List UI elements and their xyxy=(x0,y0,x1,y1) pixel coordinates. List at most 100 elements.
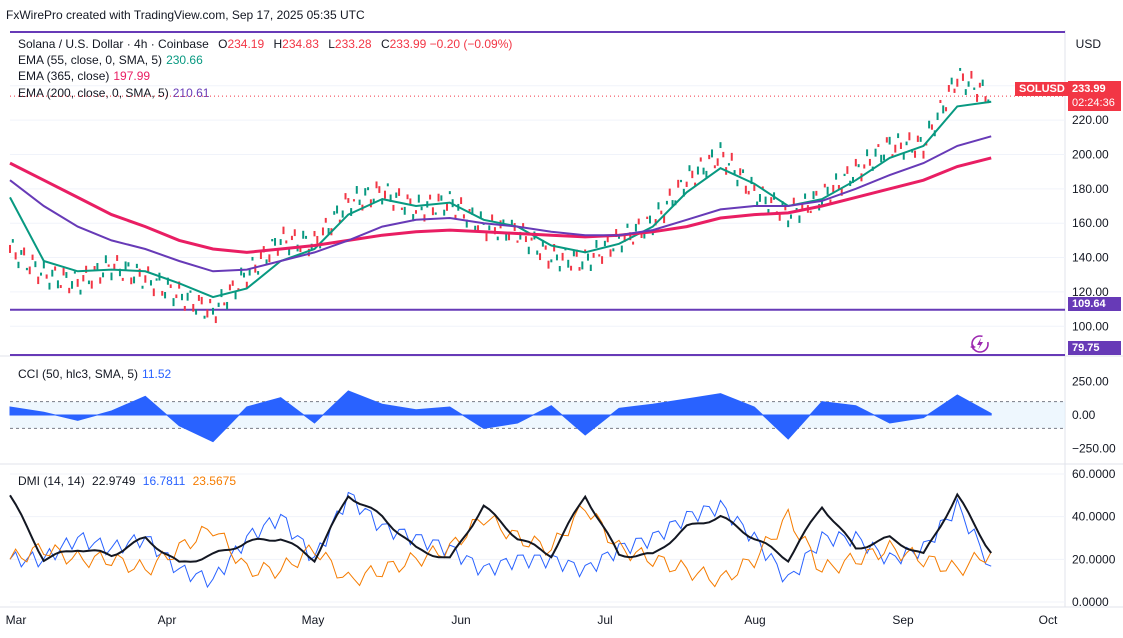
candle xyxy=(302,230,305,239)
candle xyxy=(20,250,23,255)
candle xyxy=(206,309,209,318)
cci-legend[interactable]: CCI (50, hlc3, SMA, 5) 11.52 xyxy=(18,367,171,381)
candle xyxy=(305,235,308,239)
ema55-legend[interactable]: EMA (55, close, 0, SMA, 5) 230.66 xyxy=(18,53,203,67)
flash-icon[interactable] xyxy=(968,333,990,355)
candle xyxy=(851,176,854,183)
candle xyxy=(429,194,432,200)
candle xyxy=(172,298,175,307)
candle xyxy=(367,187,370,191)
candle xyxy=(671,200,674,207)
candle xyxy=(736,179,739,187)
time-label-may: May xyxy=(302,613,325,627)
candle xyxy=(586,253,589,261)
plus-di-value: 16.7811 xyxy=(142,474,186,488)
ema200-line xyxy=(9,135,992,273)
candle xyxy=(508,233,511,241)
instrument-title[interactable]: Solana / U.S. Dollar · 4h · Coinbase xyxy=(18,37,209,51)
candle xyxy=(352,199,355,202)
candle xyxy=(812,191,815,200)
candle xyxy=(964,89,967,95)
candle xyxy=(612,248,615,252)
candle xyxy=(118,268,121,277)
candle xyxy=(383,190,386,199)
candle xyxy=(392,204,395,211)
candle xyxy=(581,261,584,270)
candle xyxy=(110,272,113,281)
ema365-legend[interactable]: EMA (365, close) 197.99 xyxy=(18,69,150,83)
candle xyxy=(409,198,412,205)
candle xyxy=(93,266,96,270)
candle xyxy=(164,292,167,299)
candle xyxy=(76,278,79,287)
time-label-apr: Apr xyxy=(158,613,177,627)
candle xyxy=(211,307,214,315)
candle xyxy=(226,301,229,310)
cci-label: CCI (50, hlc3, SMA, 5) xyxy=(18,367,139,381)
open-label: O xyxy=(218,37,228,51)
dmi-tick-2: 20.0000 xyxy=(1072,552,1116,566)
candle xyxy=(623,235,626,242)
candle xyxy=(355,186,358,194)
candle xyxy=(96,263,99,271)
candle xyxy=(364,188,367,196)
candle xyxy=(643,230,646,239)
plus-di-line xyxy=(9,491,992,589)
candle xyxy=(336,205,339,214)
candle xyxy=(956,78,959,87)
candle xyxy=(285,240,288,244)
candle xyxy=(832,184,835,193)
candle xyxy=(530,237,533,241)
adx-value: 22.9749 xyxy=(92,474,136,488)
candle xyxy=(468,208,471,212)
candle xyxy=(350,208,353,216)
candle xyxy=(629,232,632,241)
candle xyxy=(40,272,43,276)
candle xyxy=(243,272,246,278)
candle xyxy=(161,290,164,296)
candle xyxy=(589,264,592,271)
candle xyxy=(347,198,350,203)
dmi-label: DMI (14, 14) xyxy=(18,474,85,488)
candle xyxy=(570,265,573,271)
candle xyxy=(9,244,11,253)
candle xyxy=(197,294,200,301)
level-upper-badge: 109.64 xyxy=(1068,297,1121,311)
candle xyxy=(922,150,925,159)
candle xyxy=(601,256,604,264)
minus-di-value: 23.5675 xyxy=(192,474,236,488)
dmi-legend[interactable]: DMI (14, 14) 22.9749 16.7811 23.5675 xyxy=(18,474,236,488)
candle xyxy=(389,194,392,202)
candle xyxy=(753,184,756,191)
candle xyxy=(141,285,144,289)
candle xyxy=(567,259,570,268)
candle xyxy=(491,214,494,221)
candle xyxy=(959,67,962,71)
candle xyxy=(288,247,291,256)
symbol-badge: SOLUSD xyxy=(1015,82,1069,96)
candle xyxy=(155,278,158,281)
candle xyxy=(313,230,316,237)
candle xyxy=(874,148,877,157)
close-value: 233.99 xyxy=(389,37,427,51)
candle xyxy=(127,262,130,267)
low-value: 233.28 xyxy=(334,37,372,51)
candle xyxy=(919,136,922,142)
ema200-value: 210.61 xyxy=(172,86,210,100)
candle xyxy=(880,154,883,163)
price-series xyxy=(9,67,990,324)
candle xyxy=(561,252,564,261)
candle xyxy=(699,157,702,162)
currency-label[interactable]: USD xyxy=(1075,37,1101,51)
candle xyxy=(539,253,542,261)
ema200-legend[interactable]: EMA (200, close, 0, SMA, 5) 210.61 xyxy=(18,86,209,100)
candle xyxy=(443,209,446,216)
candle xyxy=(203,315,206,319)
candle xyxy=(276,250,279,256)
candle xyxy=(767,209,770,215)
candle xyxy=(970,70,973,79)
candle xyxy=(319,246,322,249)
candle xyxy=(234,291,237,300)
ema55-value: 230.66 xyxy=(166,53,203,67)
